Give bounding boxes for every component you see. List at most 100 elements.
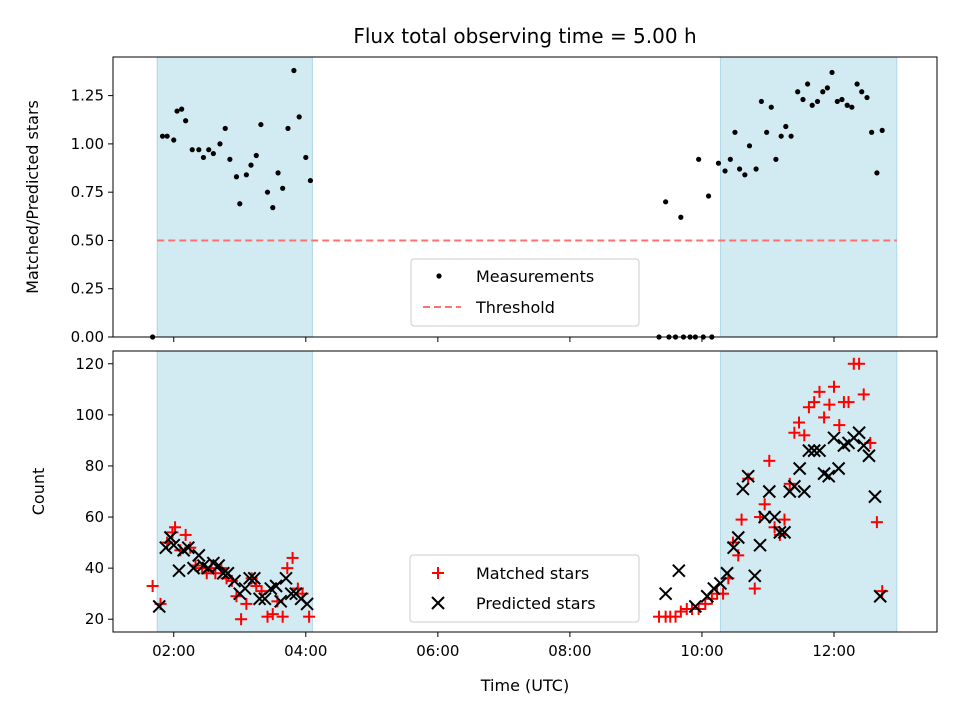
matched-stars-point [793, 416, 806, 429]
measurements-point [183, 118, 189, 124]
matched-stars-point [261, 610, 274, 623]
observing-window-2 [719, 56, 898, 338]
measurements-point [248, 162, 254, 168]
predicted-stars-point [688, 599, 703, 614]
measurements-point [233, 174, 240, 180]
predicted-stars-point [284, 586, 298, 601]
matched-stars-point [828, 380, 840, 393]
predicted-stars-point [731, 530, 745, 545]
x-tick-label: 02:00 [152, 642, 195, 660]
predicted-stars-point [713, 576, 728, 591]
predicted-stars-point [812, 443, 827, 458]
observing-window-1 [156, 350, 313, 633]
measurements-point [179, 106, 185, 112]
measurements-point [879, 127, 885, 133]
predicted-stars-point [857, 438, 871, 453]
predicted-stars-point [862, 449, 876, 463]
predicted-stars-point [152, 599, 166, 614]
matched-stars-point [870, 516, 883, 529]
legend-matched-marker [432, 567, 444, 579]
predicted-stars-point [741, 469, 755, 483]
matched-stars-point [286, 551, 299, 564]
ratio-panel-frame [112, 56, 938, 338]
legend-measurements-marker [436, 273, 442, 279]
predicted-stars-point [753, 538, 767, 552]
predicted-stars-point [300, 597, 314, 611]
measurements-point [814, 98, 821, 105]
predicted-stars-point [827, 431, 841, 445]
measurements-point [206, 147, 212, 153]
measurements-point [722, 168, 728, 174]
x-tick-label: 04:00 [284, 642, 327, 660]
predicted-stars-point [720, 566, 734, 580]
measurements-point [758, 98, 764, 105]
y-tick-label: 0.00 [71, 328, 104, 346]
measurements-point [696, 156, 702, 162]
legend-threshold-label: Threshold [475, 298, 555, 317]
predicted-stars-point [802, 443, 816, 458]
matched-stars-point [146, 580, 159, 593]
matched-stars-point [735, 513, 748, 526]
measurements-point [307, 177, 314, 184]
measurements-point [663, 199, 669, 205]
measurements-point [200, 154, 207, 161]
count-legend-box [409, 554, 640, 623]
measurements-point [824, 85, 830, 91]
matched-stars-point [281, 562, 294, 575]
predicted-stars-point [787, 479, 802, 494]
measurements-point [264, 189, 271, 195]
measurements-point [809, 102, 815, 108]
predicted-stars-point [252, 592, 267, 606]
predicted-stars-point [773, 525, 787, 540]
matched-stars-point [169, 521, 182, 534]
measurements-point [243, 172, 249, 178]
matched-stars-point [788, 426, 801, 439]
measurements-point [768, 104, 774, 110]
measurements-point [217, 141, 223, 147]
matched-stars-point [808, 396, 821, 409]
measurements-point [800, 96, 806, 103]
matched-stars-point [303, 610, 316, 623]
y-tick-label: 0.75 [71, 183, 104, 201]
measurements-point [839, 96, 845, 103]
matched-stars-point [699, 597, 712, 610]
measurements-point [732, 129, 738, 135]
matched-stars-point [842, 396, 855, 409]
ratio-panel: 0.00 0.25 0.50 0.75 1.00 1.25 Matched/Predict… [23, 56, 938, 346]
matched-stars-point [857, 388, 870, 401]
predicted-stars-point [767, 510, 782, 524]
x-tick-label: 08:00 [548, 642, 591, 660]
measurements-point [859, 89, 865, 95]
predicted-stars-point [762, 484, 777, 499]
matched-stars-point [674, 605, 687, 618]
matched-stars-point [669, 610, 682, 623]
measurements-point [788, 133, 794, 139]
measurements-point [270, 205, 276, 211]
matched-stars-point [179, 528, 192, 541]
matched-stars-point [763, 454, 776, 467]
measurements-point [864, 94, 870, 101]
predicted-stars-point [279, 571, 293, 586]
measurements-point [727, 156, 733, 162]
measurements-point [196, 147, 202, 153]
predicted-stars-point [211, 558, 226, 573]
measurements-point [753, 166, 759, 172]
predicted-stars-point [672, 563, 686, 578]
predicted-stars-point [757, 510, 772, 524]
matched-stars-point [276, 610, 289, 623]
measurements-point [227, 156, 233, 162]
predicted-stars-point [181, 540, 195, 555]
predicted-stars-point [777, 525, 792, 540]
y-tick-label: 100 [75, 406, 104, 424]
measurements-point [296, 114, 302, 120]
measurements-point [210, 150, 216, 157]
measurements-point [795, 89, 801, 95]
measurements-point [869, 129, 875, 135]
legend-measurements-label: Measurements [476, 267, 594, 286]
matched-stars-point [778, 513, 791, 526]
x-tick-label: 06:00 [416, 642, 459, 660]
ratio-legend: Measurements Threshold [410, 258, 640, 327]
measurements-point [303, 154, 309, 161]
predicted-stars-point [726, 540, 741, 555]
